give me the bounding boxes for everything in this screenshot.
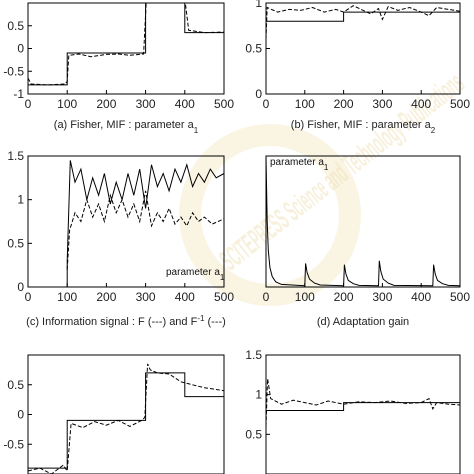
x-tick-label: 200: [334, 290, 354, 304]
x-tick-label: 300: [372, 97, 392, 111]
y-tick-label: -0.5: [3, 64, 24, 78]
x-tick-label: 500: [450, 290, 470, 304]
plot-frame: [27, 155, 225, 288]
x-tick-label: 400: [175, 97, 195, 111]
y-tick-label: 1.5: [7, 149, 24, 163]
y-tick-label: 0: [17, 42, 24, 56]
y-tick-label: 0.5: [245, 42, 262, 56]
y-tick-label: 0.5: [7, 19, 24, 33]
y-tick-label: 0.5: [7, 236, 24, 250]
caption-text: (a) Fisher, MIF : parameter a: [54, 119, 195, 131]
annotation-label: parameter a1: [166, 267, 225, 282]
y-tick-label: 1.5: [245, 348, 262, 362]
x-tick-label: 200: [334, 97, 354, 111]
plot-frame: [27, 354, 225, 474]
panel-caption: (b) Fisher, MIF : parameter a2: [291, 119, 436, 135]
watermark-ring: [179, 124, 361, 306]
series-line-dashed: [28, 363, 224, 474]
x-tick-label: 400: [175, 290, 195, 304]
series-line-solid: [28, 372, 224, 469]
y-tick-label: 0: [17, 408, 24, 422]
x-tick-label: 100: [295, 290, 315, 304]
x-tick-label: 500: [214, 97, 234, 111]
caption-superscript: -1: [197, 314, 205, 323]
y-tick-label: 1: [255, 388, 262, 402]
y-tick-label: 0: [255, 87, 262, 101]
series-line-solid: [266, 156, 460, 287]
y-tick-label: 1: [17, 193, 24, 207]
x-tick-label: 300: [136, 97, 156, 111]
y-tick-label: 0.5: [245, 427, 262, 441]
annotation-subscript: 1: [220, 273, 225, 282]
plot-frame: [265, 2, 461, 95]
caption-tail: (---): [204, 316, 225, 328]
x-tick-label: 200: [96, 290, 116, 304]
series-line-dashed: [266, 5, 460, 40]
series-line-dashed: [66, 190, 224, 270]
series-line-solid: [28, 3, 224, 86]
x-tick-label: 300: [136, 290, 156, 304]
caption-subscript: 1: [194, 126, 199, 135]
chart-panel-e: 0.5 0 -0.5: [3, 354, 225, 474]
panel-caption: (a) Fisher, MIF : parameter a1: [54, 119, 199, 135]
x-tick-label: 300: [372, 290, 392, 304]
y-tick-label: -1: [13, 87, 24, 101]
chart-panel-f: 1.5 1 0.5: [245, 348, 461, 474]
y-tick-label: -0.5: [3, 437, 24, 451]
x-tick-label: 100: [57, 97, 77, 111]
caption-text: (c) Information signal : F (---) and F: [26, 316, 197, 328]
y-tick-label: 0.5: [7, 378, 24, 392]
x-tick-label: 100: [57, 290, 77, 304]
panel-caption: (d) Adaptation gain: [317, 316, 409, 328]
panel-caption: (c) Information signal : F (---) and F-1…: [26, 314, 226, 329]
x-tick-label: 100: [295, 97, 315, 111]
x-tick-label: 400: [411, 97, 431, 111]
caption-text: (b) Fisher, MIF : parameter a: [291, 119, 432, 131]
y-tick-label: 1: [255, 0, 262, 10]
x-tick-label: 500: [214, 290, 234, 304]
x-tick-label: 0: [25, 97, 32, 111]
series-line-dashed: [28, 3, 224, 86]
chart-panel-c: 0 100 200 300 400 500 1.5 1 0.5 0 parameter a1 (c) …: [7, 149, 234, 328]
chart-panel-a: 0 100 200 300 400 500 0.5 0 -0.5 -1 (a) Fisher, MI…: [3, 2, 234, 135]
x-tick-label: 500: [450, 97, 470, 111]
annotation-subscript: 1: [324, 163, 329, 172]
series-line-dashed: [266, 378, 460, 427]
series-line-solid: [28, 160, 224, 287]
annotation-label: parameter a1: [270, 157, 329, 172]
x-tick-label: 200: [96, 97, 116, 111]
y-tick-label: 0: [17, 280, 24, 294]
x-tick-label: 0: [25, 290, 32, 304]
plot-frame: [265, 354, 461, 474]
caption-subscript: 2: [431, 126, 436, 135]
series-line-solid: [266, 402, 460, 411]
caption-text: (d) Adaptation gain: [317, 316, 409, 328]
plot-frame: [27, 2, 225, 95]
x-tick-label: 0: [263, 97, 270, 111]
x-tick-label: 0: [263, 290, 270, 304]
plot-frame: [265, 155, 461, 288]
chart-panel-d: 0 100 200 300 400 500 parameter a1 (d) Adaptati…: [263, 155, 470, 328]
series-line-solid: [266, 11, 460, 22]
x-tick-label: 400: [411, 290, 431, 304]
chart-panel-b: 0 100 200 300 400 500 1 0.5 0 (b) Fisher, MIF : p…: [245, 0, 470, 135]
